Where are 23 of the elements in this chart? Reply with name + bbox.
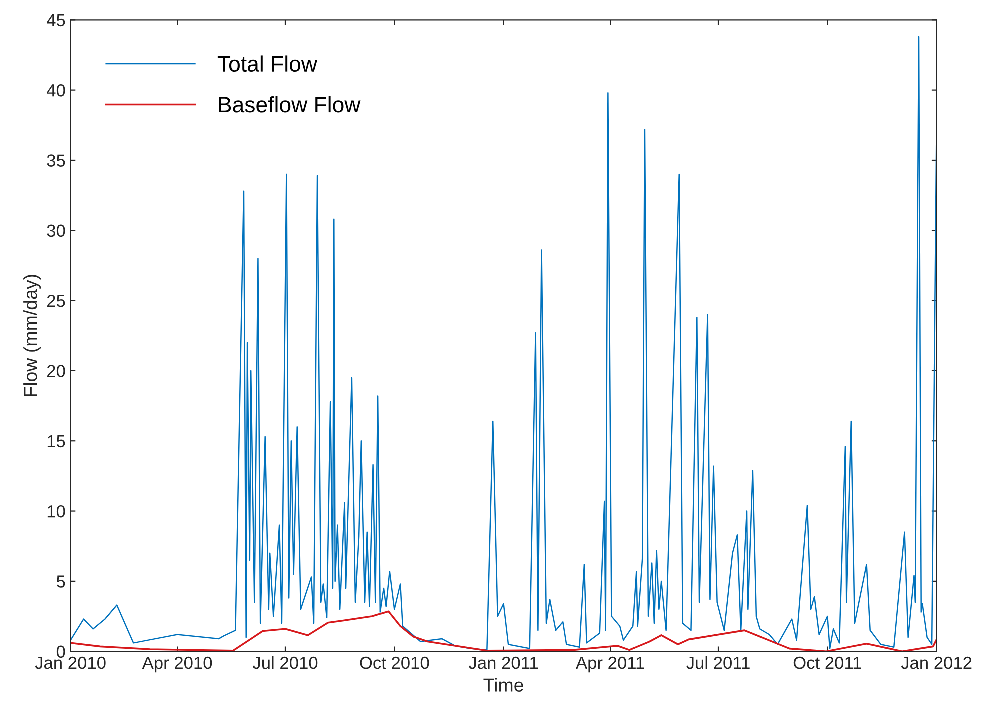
x-tick-label: Oct 2010 <box>360 656 430 670</box>
y-tick-label: 40 <box>47 84 66 97</box>
legend-label: Baseflow Flow <box>219 96 361 113</box>
y-tick-label: 45 <box>47 14 66 27</box>
y-tick-label: 10 <box>48 505 66 518</box>
x-tick-label: Jul 2010 <box>252 656 318 670</box>
y-tick-label: 25 <box>47 294 66 308</box>
x-tick-label: Apr 2011 <box>576 656 644 673</box>
x-tick-label: Jul 2011 <box>686 656 750 670</box>
y-tick-label: 0 <box>56 646 66 658</box>
y-tick-label: 5 <box>56 576 66 588</box>
x-axis-title: Time <box>484 678 524 692</box>
y-tick-label: 35 <box>47 154 66 167</box>
y-tick-label: 15 <box>48 435 66 448</box>
y-tick-label: 20 <box>47 365 66 378</box>
x-tick-label: Oct 2011 <box>794 656 862 670</box>
y-tick-label: 30 <box>47 224 66 238</box>
legend-label: Total Flow <box>218 56 318 72</box>
x-tick-label: Apr 2010 <box>142 656 212 673</box>
x-tick-label: Jan 2010 <box>35 656 106 670</box>
x-tick-label: Jan 2011 <box>468 656 538 670</box>
y-axis-title: Flow (mm/day) <box>24 275 42 396</box>
x-tick-label: Jan 2012 <box>901 656 972 670</box>
